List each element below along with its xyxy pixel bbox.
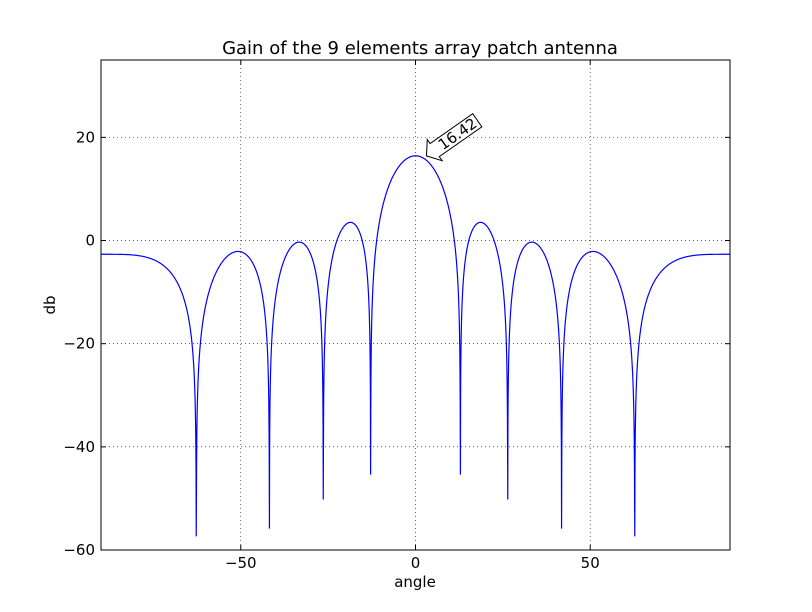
annotation-arrow-shape — [425, 113, 483, 162]
chart-title: Gain of the 9 elements array patch anten… — [222, 38, 618, 59]
y-tick-label: −40 — [63, 438, 95, 456]
x-tick-label: 0 — [411, 554, 421, 572]
gain-series-line — [101, 155, 730, 537]
y-axis-label: db — [41, 295, 59, 314]
y-tick-label: −60 — [63, 541, 95, 559]
x-axis-label: angle — [394, 573, 436, 591]
axis-ticks: −50 0 50 −60 −40 −20 0 20 — [63, 60, 730, 572]
y-tick-label: 20 — [76, 128, 95, 146]
x-tick-label: −50 — [225, 554, 257, 572]
y-tick-label: 0 — [85, 232, 95, 250]
x-tick-label: 50 — [581, 554, 600, 572]
y-tick-label: −20 — [63, 335, 95, 353]
